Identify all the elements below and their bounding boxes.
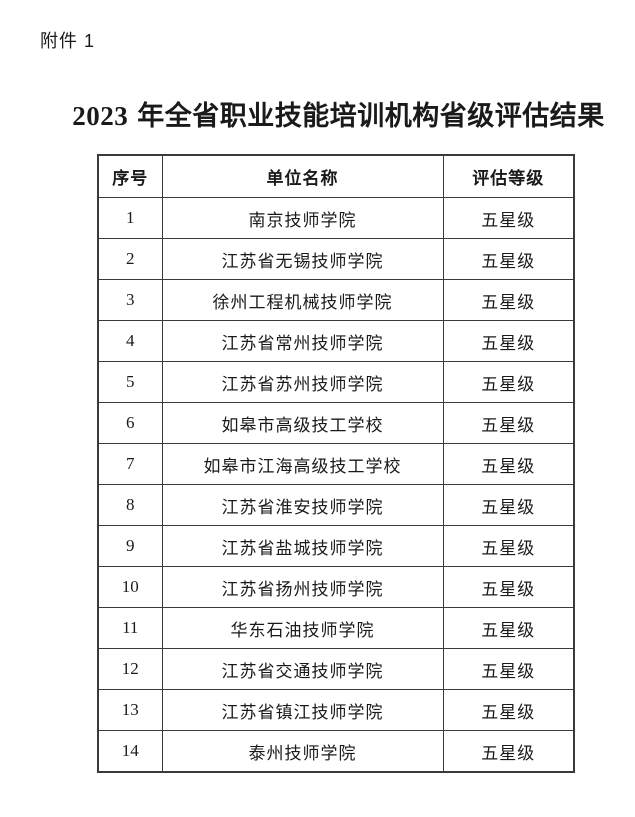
table-row: 11 华东石油技师学院 五星级 <box>97 607 575 649</box>
unit-name-cell: 江苏省交通技师学院 <box>161 648 444 690</box>
page-title-text: 年全省职业技能培训机构省级评估结果 <box>137 101 605 131</box>
attachment-label: 附件 1 <box>40 31 96 51</box>
evaluation-table: 序号 单位名称 评估等级 1 南京技师学院 五星级 2 江苏省无锡技师学院 五星级 3 徐州工… <box>97 154 575 773</box>
evaluation-grade-cell: 五星级 <box>442 484 575 526</box>
table-row: 9 江苏省盐城技师学院 五星级 <box>97 525 575 567</box>
table-row: 12 江苏省交通技师学院 五星级 <box>97 648 575 690</box>
table-row: 10 江苏省扬州技师学院 五星级 <box>97 566 575 608</box>
serial-number-cell: 3 <box>97 279 163 321</box>
unit-name-cell: 如皋市高级技工学校 <box>161 402 444 444</box>
unit-name-cell: 华东石油技师学院 <box>161 607 444 649</box>
col-header-unit-name: 单位名称 <box>161 154 444 198</box>
evaluation-grade-cell: 五星级 <box>442 238 575 280</box>
evaluation-grade-cell: 五星级 <box>442 279 575 321</box>
page-title-year: 2023 <box>72 101 129 131</box>
evaluation-grade-cell: 五星级 <box>442 361 575 403</box>
evaluation-grade-cell: 五星级 <box>442 320 575 362</box>
unit-name-cell: 如皋市江海高级技工学校 <box>161 443 444 485</box>
unit-name-cell: 南京技师学院 <box>161 197 444 239</box>
evaluation-grade-cell: 五星级 <box>442 648 575 690</box>
unit-name-cell: 江苏省苏州技师学院 <box>161 361 444 403</box>
table-row: 6 如皋市高级技工学校 五星级 <box>97 402 575 444</box>
table-body: 1 南京技师学院 五星级 2 江苏省无锡技师学院 五星级 3 徐州工程机械技师学院 五星级 4 江苏… <box>97 197 575 773</box>
page-title: 2023 年全省职业技能培训机构省级评估结果 <box>42 94 635 133</box>
evaluation-grade-cell: 五星级 <box>442 402 575 444</box>
serial-number-cell: 6 <box>97 402 163 444</box>
evaluation-grade-cell: 五星级 <box>442 607 575 649</box>
evaluation-grade-cell: 五星级 <box>442 525 575 567</box>
evaluation-grade-cell: 五星级 <box>442 566 575 608</box>
table-row: 13 江苏省镇江技师学院 五星级 <box>97 689 575 731</box>
unit-name-cell: 江苏省盐城技师学院 <box>161 525 444 567</box>
serial-number-cell: 7 <box>97 443 163 485</box>
table-row: 14 泰州技师学院 五星级 <box>97 730 575 773</box>
serial-number-cell: 1 <box>97 197 163 239</box>
table-row: 7 如皋市江海高级技工学校 五星级 <box>97 443 575 485</box>
serial-number-cell: 8 <box>97 484 163 526</box>
serial-number-cell: 9 <box>97 525 163 567</box>
serial-number-cell: 13 <box>97 689 163 731</box>
evaluation-grade-cell: 五星级 <box>442 730 575 773</box>
table-row: 5 江苏省苏州技师学院 五星级 <box>97 361 575 403</box>
table-row: 4 江苏省常州技师学院 五星级 <box>97 320 575 362</box>
serial-number-cell: 4 <box>97 320 163 362</box>
unit-name-cell: 江苏省常州技师学院 <box>161 320 444 362</box>
table-row: 8 江苏省淮安技师学院 五星级 <box>97 484 575 526</box>
serial-number-cell: 11 <box>97 607 163 649</box>
unit-name-cell: 江苏省扬州技师学院 <box>161 566 444 608</box>
evaluation-grade-cell: 五星级 <box>442 443 575 485</box>
evaluation-grade-cell: 五星级 <box>442 689 575 731</box>
unit-name-cell: 江苏省镇江技师学院 <box>161 689 444 731</box>
table-row: 2 江苏省无锡技师学院 五星级 <box>97 238 575 280</box>
serial-number-cell: 2 <box>97 238 163 280</box>
table-head: 序号 单位名称 评估等级 <box>97 154 575 198</box>
col-header-serial-number: 序号 <box>97 154 163 198</box>
serial-number-cell: 12 <box>97 648 163 690</box>
serial-number-cell: 10 <box>97 566 163 608</box>
table-row: 1 南京技师学院 五星级 <box>97 197 575 239</box>
unit-name-cell: 泰州技师学院 <box>161 730 444 773</box>
serial-number-cell: 5 <box>97 361 163 403</box>
unit-name-cell: 江苏省无锡技师学院 <box>161 238 444 280</box>
table-row: 3 徐州工程机械技师学院 五星级 <box>97 279 575 321</box>
table-header-row: 序号 单位名称 评估等级 <box>97 154 575 198</box>
unit-name-cell: 徐州工程机械技师学院 <box>161 279 444 321</box>
serial-number-cell: 14 <box>97 730 163 773</box>
col-header-evaluation-grade: 评估等级 <box>442 154 575 198</box>
unit-name-cell: 江苏省淮安技师学院 <box>161 484 444 526</box>
evaluation-grade-cell: 五星级 <box>442 197 575 239</box>
